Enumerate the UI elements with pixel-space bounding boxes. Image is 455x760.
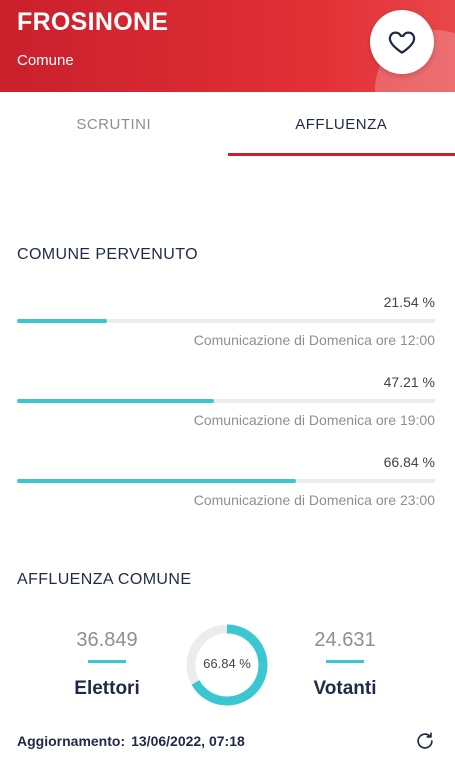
turnout-caption: Comunicazione di Domenica ore 23:00 <box>193 492 435 508</box>
votanti-value: 24.631 <box>314 629 376 651</box>
last-update-value: 13/06/2022, 07:18 <box>131 733 245 749</box>
turnout-caption: Comunicazione di Domenica ore 12:00 <box>193 332 435 348</box>
turnout-donut <box>186 624 268 706</box>
heart-outline-icon <box>388 31 416 54</box>
elettori-value: 36.849 <box>76 629 138 651</box>
progress-fill <box>17 319 108 323</box>
turnout-percent: 66.84 % <box>383 454 435 470</box>
progress-fill <box>17 479 297 483</box>
page-title: FROSINONE <box>17 8 169 36</box>
elettori-label: Elettori <box>74 678 140 699</box>
stat-underline <box>326 660 364 663</box>
progress-track <box>17 319 435 323</box>
section-title-pervenuto: COMUNE PERVENUTO <box>17 246 198 263</box>
turnout-caption: Comunicazione di Domenica ore 19:00 <box>193 412 435 428</box>
donut-arc <box>186 624 268 706</box>
donut-percent: 66.84 % <box>203 656 251 671</box>
stat-elettori: 36.849 Elettori <box>42 629 172 700</box>
progress-fill <box>17 399 215 403</box>
refresh-icon[interactable] <box>414 730 436 752</box>
progress-track <box>17 479 435 483</box>
progress-track <box>17 399 435 403</box>
stat-votanti: 24.631 Votanti <box>280 629 410 700</box>
tab-affluenza[interactable]: AFFLUENZA <box>227 92 455 156</box>
last-update-label: Aggiornamento: <box>17 733 126 749</box>
stat-underline <box>88 660 126 663</box>
last-update: Aggiornamento: 13/06/2022, 07:18 <box>17 733 245 749</box>
turnout-percent: 47.21 % <box>383 374 435 390</box>
votanti-label: Votanti <box>313 678 377 699</box>
favorite-button[interactable] <box>370 10 434 74</box>
section-title-affluenza: AFFLUENZA COMUNE <box>17 571 192 588</box>
tab-bar: SCRUTINI AFFLUENZA <box>0 92 455 156</box>
page-subtitle: Comune <box>17 52 74 69</box>
app-header: FROSINONE Comune <box>0 0 455 92</box>
turnout-percent: 21.54 % <box>383 294 435 310</box>
tab-scrutini[interactable]: SCRUTINI <box>76 115 152 133</box>
